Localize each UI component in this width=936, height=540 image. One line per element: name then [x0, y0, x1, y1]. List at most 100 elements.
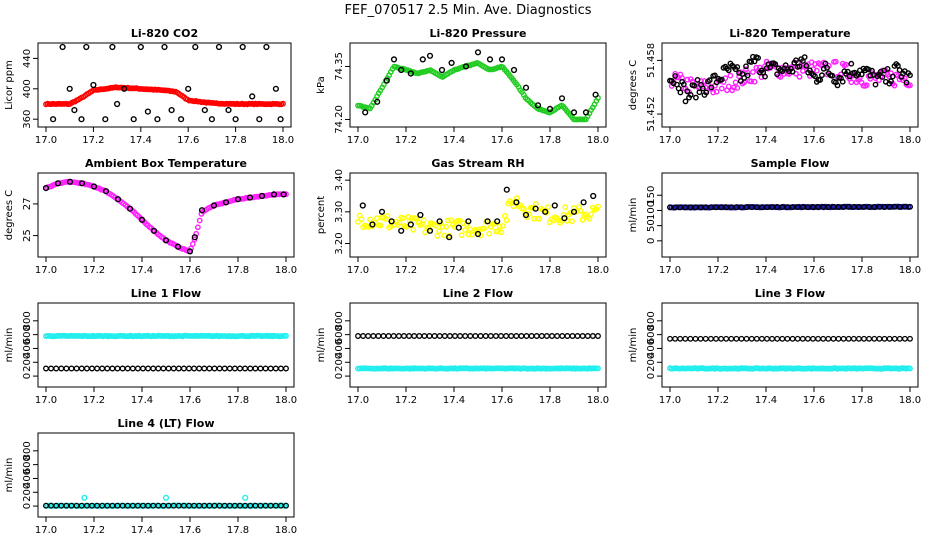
data-point	[588, 211, 594, 218]
x-tick-label: 17.0	[347, 265, 369, 276]
data-point	[272, 85, 280, 92]
data-point	[277, 365, 284, 372]
data-point	[762, 73, 768, 80]
data-point	[99, 365, 106, 372]
series-red-1	[43, 84, 286, 108]
data-point	[881, 335, 888, 342]
data-point	[789, 335, 796, 342]
data-point	[196, 217, 203, 224]
y-tick-label: 74.20	[334, 105, 345, 134]
panel-title: Sample Flow	[751, 157, 830, 170]
data-point	[140, 365, 146, 372]
series-cyan-1	[43, 332, 289, 340]
data-point	[510, 203, 517, 210]
data-point	[546, 105, 554, 113]
x-tick-label: 17.2	[707, 265, 729, 276]
data-point	[484, 218, 491, 225]
y-axis-label: ml/min	[316, 328, 327, 363]
data-point	[474, 49, 482, 56]
data-point	[702, 335, 709, 342]
data-point	[246, 194, 254, 201]
data-point	[399, 215, 406, 222]
data-point	[432, 222, 439, 229]
data-point	[867, 72, 874, 79]
x-tick-label: 18.0	[275, 395, 297, 406]
x-tick-label: 17.4	[443, 265, 465, 276]
data-point	[750, 53, 756, 60]
data-point	[498, 333, 504, 339]
data-point	[426, 333, 433, 339]
data-point	[589, 333, 596, 339]
x-tick-label: 17.0	[35, 395, 57, 406]
data-point	[102, 116, 109, 123]
x-tick-label: 17.8	[227, 525, 249, 536]
data-point	[526, 211, 532, 218]
data-point	[543, 333, 550, 339]
x-tick-label: 17.4	[130, 135, 152, 146]
data-point	[83, 43, 90, 51]
data-point	[486, 56, 494, 63]
data-point	[884, 66, 891, 72]
data-point	[48, 365, 55, 372]
data-point	[283, 191, 289, 198]
data-point	[713, 88, 720, 95]
data-point	[66, 178, 74, 185]
plot-frame	[661, 302, 919, 388]
data-point	[385, 333, 392, 339]
x-tick-label: 17.6	[803, 135, 825, 146]
data-point	[378, 208, 386, 215]
series-black-2	[667, 203, 913, 211]
series-black-2	[42, 178, 287, 255]
data-point	[458, 232, 465, 239]
data-point	[551, 202, 558, 209]
data-point	[584, 333, 591, 339]
panel-6: Sample Flow 17.0 17.2 17.4 17.6 17.8 18.0 0 5010…	[628, 157, 921, 276]
data-point	[277, 116, 284, 123]
data-point	[262, 365, 269, 372]
data-point	[733, 335, 740, 342]
data-point	[210, 202, 218, 209]
data-point	[174, 243, 182, 250]
data-point	[215, 43, 223, 51]
data-point	[545, 204, 551, 211]
series-cyan-1	[355, 365, 601, 372]
data-point	[272, 365, 279, 372]
data-point	[863, 82, 870, 89]
data-point	[845, 335, 852, 342]
data-point	[448, 217, 455, 224]
data-point	[871, 335, 878, 342]
data-point	[799, 335, 806, 342]
x-tick-label: 17.6	[179, 265, 201, 276]
data-point	[222, 199, 230, 206]
data-point	[446, 333, 453, 339]
x-tick-label: 17.8	[539, 395, 561, 406]
data-point	[426, 227, 434, 234]
data-point	[109, 365, 116, 372]
data-point	[793, 57, 799, 64]
x-tick-label: 18.0	[899, 265, 921, 276]
x-tick-label: 18.0	[275, 525, 297, 536]
data-point	[396, 219, 403, 226]
data-point	[124, 365, 131, 372]
data-point	[270, 191, 278, 198]
data-point	[824, 64, 830, 71]
y-tick-label: 400	[646, 339, 657, 358]
panel-8: Line 2 Flow 17.0 17.2 17.4 17.6 17.8 18.0 02004…	[316, 287, 609, 406]
data-point	[559, 333, 566, 339]
data-point	[191, 234, 198, 241]
figure-title: FEF_070517 2.5 Min. Ave. Diagnostics	[344, 3, 591, 18]
y-tick-label: 600	[646, 325, 657, 344]
panel-title: Li-820 Pressure	[430, 27, 527, 40]
data-point	[694, 77, 701, 83]
data-point	[561, 215, 568, 222]
data-point	[534, 102, 542, 109]
plot-frame	[349, 172, 607, 258]
data-point	[138, 216, 146, 223]
data-point	[383, 77, 390, 84]
series-green-1	[355, 60, 601, 123]
data-point	[732, 79, 739, 86]
data-point	[401, 333, 407, 339]
data-point	[508, 333, 515, 339]
y-tick-label: 800	[22, 441, 33, 460]
x-tick-label: 17.8	[851, 135, 873, 146]
